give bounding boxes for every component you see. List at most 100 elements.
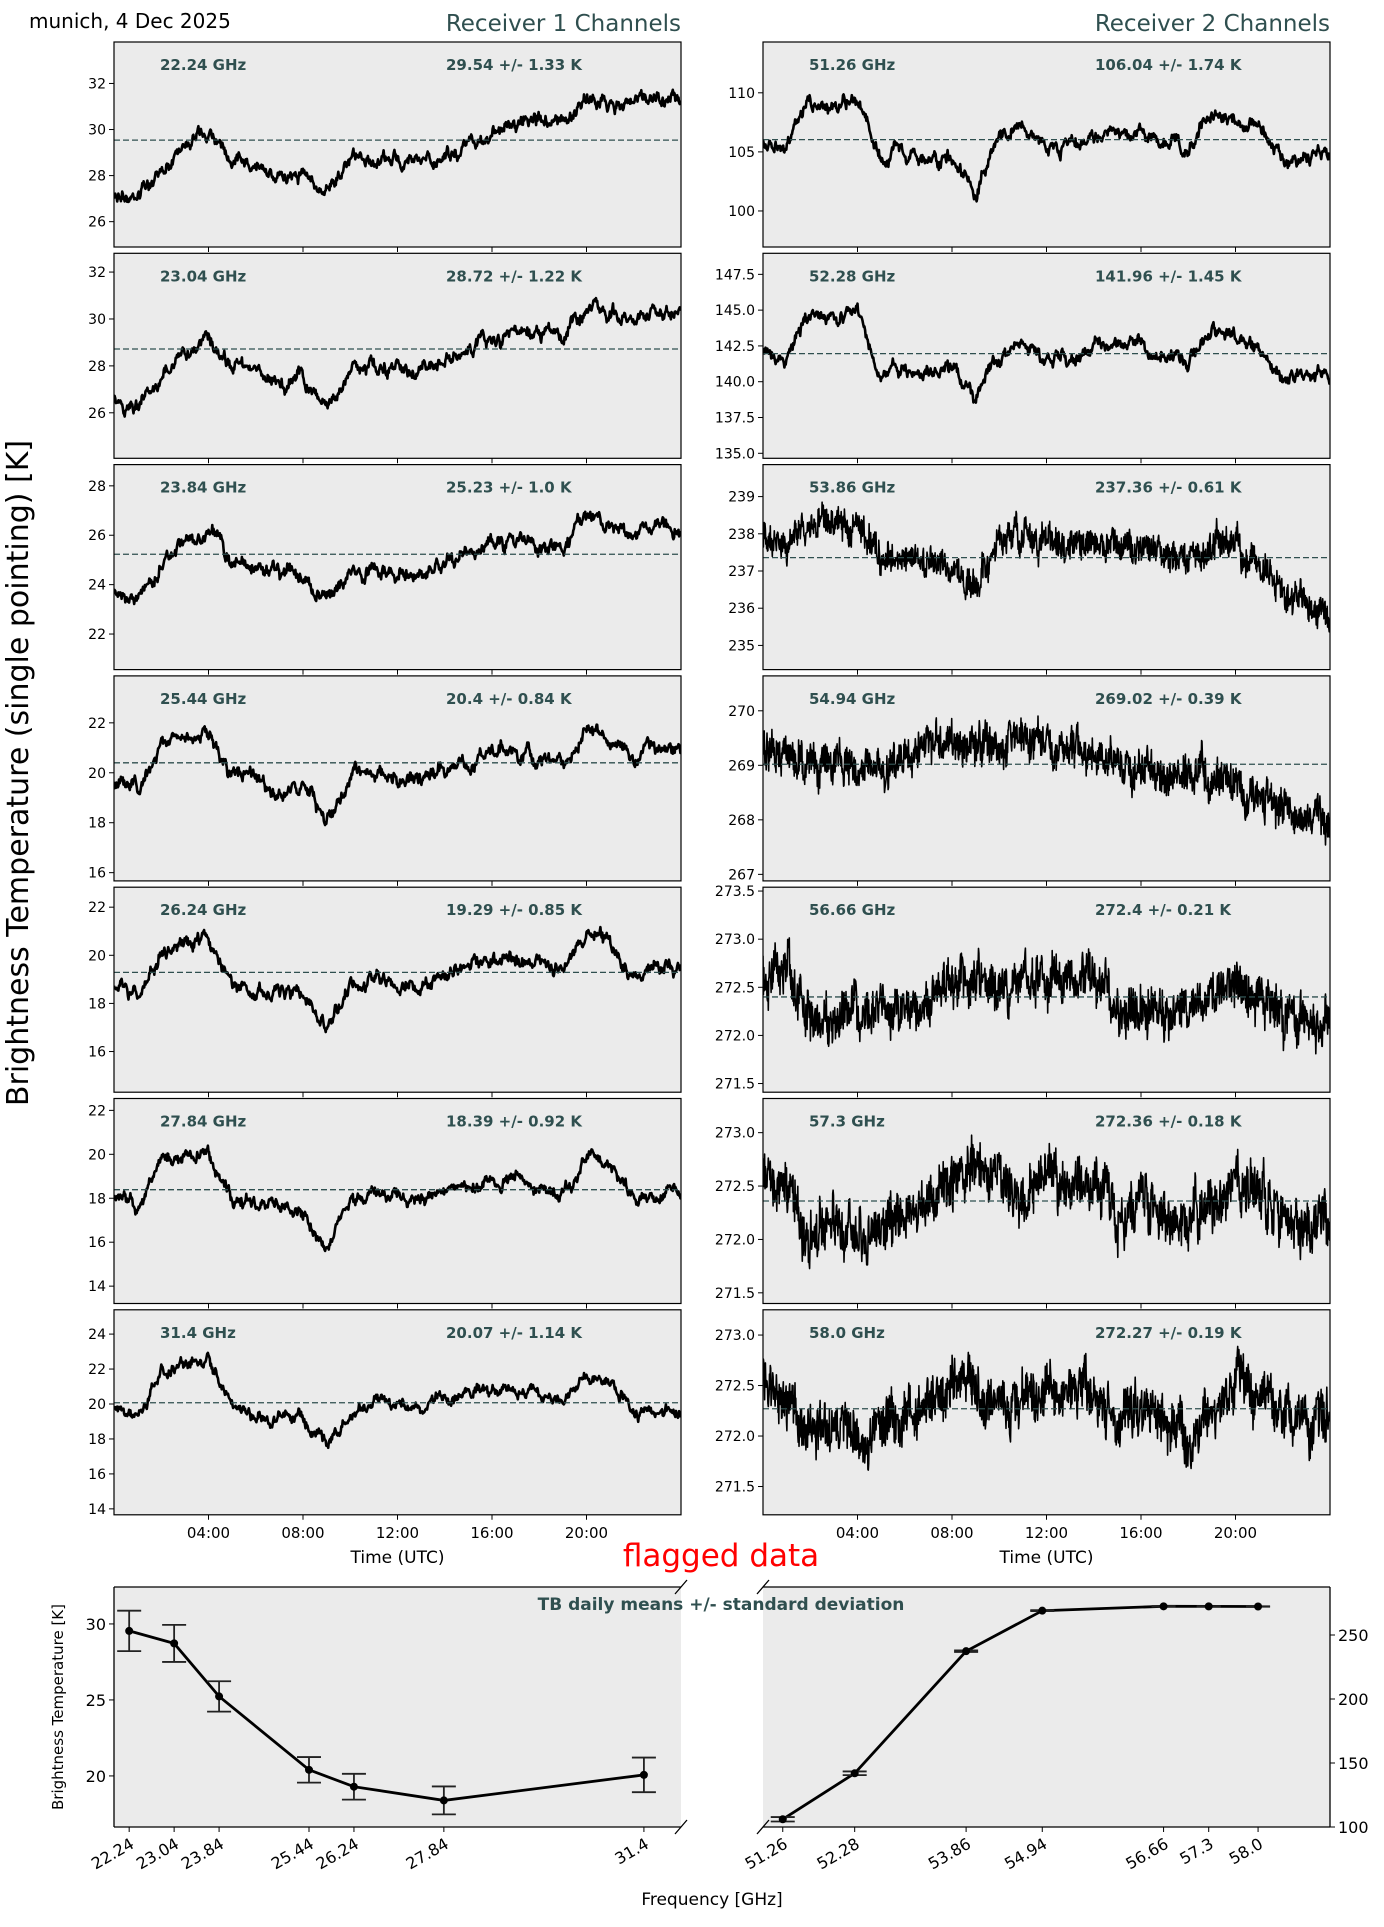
y-tick-label: 16 bbox=[88, 1467, 106, 1483]
y-tick-label: 26 bbox=[88, 215, 106, 231]
x-tick-label: 20:00 bbox=[565, 1524, 608, 1542]
y-tick-label: 30 bbox=[88, 312, 106, 328]
panel-receiver2-6: 58.0 GHz 272.27 +/- 0.19 K 271.5 272.0 272.5… bbox=[715, 1309, 1331, 1520]
errorbar-point bbox=[770, 1815, 795, 1824]
time-series-trace bbox=[114, 1144, 681, 1253]
panel-background bbox=[114, 1309, 681, 1515]
panel-receiver2-4: 56.66 GHz 272.4 +/- 0.21 K 271.5 272.0 272.5… bbox=[715, 884, 1331, 1098]
y-tick-label: 237 bbox=[728, 564, 755, 580]
x-tick-label: 57.3 bbox=[1176, 1834, 1216, 1868]
time-axis-label: Time (UTC) bbox=[999, 1548, 1094, 1568]
time-series-trace bbox=[114, 925, 681, 1034]
frequency-label: 23.04 GHz bbox=[160, 267, 247, 285]
panel-receiver2-5: 57.3 GHz 272.36 +/- 0.18 K 271.5 272.0 272.5… bbox=[715, 1097, 1331, 1309]
x-tick-label: 12:00 bbox=[1025, 1524, 1068, 1542]
summary-title: TB daily means +/- standard deviation bbox=[538, 1595, 905, 1615]
summary-xlabel: Frequency [GHz] bbox=[641, 1890, 782, 1910]
panel-background bbox=[114, 42, 681, 247]
location-date-label: munich, 4 Dec 2025 bbox=[29, 9, 231, 33]
panel-receiver1-5: 27.84 GHz 18.39 +/- 0.92 K 14 16 18 20 22 bbox=[88, 1097, 682, 1309]
time-series-trace bbox=[114, 88, 681, 204]
y-tick-label: 272.5 bbox=[715, 980, 755, 996]
frequency-label: 51.26 GHz bbox=[809, 56, 896, 74]
axis-break-mark bbox=[756, 1579, 770, 1595]
y-tick-label: 270 bbox=[728, 704, 755, 720]
frequency-label: 22.24 GHz bbox=[160, 56, 247, 74]
panel-receiver1-1: 23.04 GHz 28.72 +/- 1.22 K 26 28 30 32 bbox=[88, 252, 682, 464]
x-tick-label: 16:00 bbox=[1119, 1524, 1162, 1542]
time-series-trace bbox=[763, 501, 1330, 633]
data-point bbox=[850, 1769, 859, 1778]
y-tick-label: 273.5 bbox=[715, 884, 755, 900]
y-tick-label: 18 bbox=[88, 816, 106, 832]
x-tick-label: 27.84 bbox=[403, 1834, 452, 1873]
y-tick-label: 273.0 bbox=[715, 1126, 755, 1142]
y-tick-label: 28 bbox=[88, 479, 106, 495]
frequency-label: 25.44 GHz bbox=[160, 690, 247, 708]
y-tick-label: 272.5 bbox=[715, 1179, 755, 1195]
panel-receiver1-0: 22.24 GHz 29.54 +/- 1.33 K 26 28 30 32 bbox=[88, 41, 682, 252]
x-tick-label: 31.4 bbox=[612, 1834, 652, 1868]
time-series-trace bbox=[763, 715, 1330, 846]
receiver2-title: Receiver 2 Channels bbox=[1095, 11, 1330, 37]
global-ylabel: Brightness Temperature (single pointing)… bbox=[1, 440, 36, 1106]
errorbar-point bbox=[341, 1772, 366, 1801]
y-tick-label: 147.5 bbox=[715, 267, 755, 283]
frequency-label: 26.24 GHz bbox=[160, 901, 247, 919]
y-tick-label: 22 bbox=[88, 1362, 106, 1378]
panel-receiver1-2: 23.84 GHz 25.23 +/- 1.0 K 22 24 26 28 bbox=[88, 464, 682, 675]
x-tick-label: 16:00 bbox=[470, 1524, 513, 1542]
stats-label: 20.07 +/- 1.14 K bbox=[446, 1324, 583, 1342]
y-tick-label: 22 bbox=[88, 900, 106, 916]
data-point bbox=[1159, 1602, 1168, 1611]
y-tick-label: 271.5 bbox=[715, 1286, 755, 1302]
x-tick-label: 58.0 bbox=[1226, 1834, 1266, 1868]
summary-ylabel: Brightness Temperature [K] bbox=[49, 1604, 67, 1810]
stats-label: 28.72 +/- 1.22 K bbox=[446, 267, 583, 285]
data-point bbox=[639, 1770, 648, 1779]
y-tick-label: 24 bbox=[88, 1327, 106, 1343]
x-tick-label: 08:00 bbox=[281, 1524, 324, 1542]
y-tick-label: 235 bbox=[728, 638, 755, 654]
errorbar-point bbox=[954, 1647, 979, 1656]
panel-background bbox=[763, 42, 1330, 247]
y-tick-label: 250 bbox=[1338, 1626, 1369, 1645]
x-tick-label: 12:00 bbox=[376, 1524, 419, 1542]
y-tick-label: 135.0 bbox=[715, 446, 755, 462]
y-tick-label: 26 bbox=[88, 528, 106, 544]
frequency-label: 54.94 GHz bbox=[809, 690, 896, 708]
y-tick-label: 32 bbox=[88, 265, 106, 281]
stats-label: 269.02 +/- 0.39 K bbox=[1095, 690, 1243, 708]
y-tick-label: 16 bbox=[88, 1235, 106, 1251]
y-tick-label: 20 bbox=[88, 1147, 106, 1163]
frequency-label: 31.4 GHz bbox=[160, 1324, 236, 1342]
errorbar-point bbox=[117, 1609, 142, 1653]
y-tick-label: 14 bbox=[88, 1279, 106, 1295]
panel-receiver1-6: 31.4 GHz 20.07 +/- 1.14 K 14 16 18 20 22 24 bbox=[88, 1309, 682, 1520]
y-tick-label: 22 bbox=[88, 716, 106, 732]
panel-background bbox=[114, 1098, 681, 1304]
y-tick-label: 272.5 bbox=[715, 1379, 755, 1395]
x-tick-label: 22.24 bbox=[88, 1834, 137, 1873]
time-series-trace bbox=[763, 93, 1330, 203]
panel-background bbox=[763, 1309, 1330, 1515]
y-tick-label: 26 bbox=[88, 406, 106, 422]
summary-right-background bbox=[763, 1587, 1330, 1827]
x-tick-label: 08:00 bbox=[930, 1524, 973, 1542]
x-tick-label: 54.94 bbox=[1001, 1834, 1050, 1873]
data-point bbox=[349, 1782, 358, 1791]
y-tick-label: 22 bbox=[88, 627, 106, 643]
y-tick-label: 28 bbox=[88, 169, 106, 185]
stats-label: 20.4 +/- 0.84 K bbox=[446, 690, 573, 708]
axis-break-mark bbox=[674, 1579, 688, 1595]
errorbar-point bbox=[631, 1756, 656, 1794]
data-point bbox=[304, 1765, 313, 1774]
panel-background bbox=[114, 464, 681, 670]
y-tick-label: 16 bbox=[88, 1045, 106, 1061]
errorbar-point bbox=[162, 1623, 187, 1663]
y-tick-label: 267 bbox=[728, 867, 755, 883]
frequency-label: 58.0 GHz bbox=[809, 1324, 885, 1342]
panel-receiver1-4: 26.24 GHz 19.29 +/- 0.85 K 16 18 20 22 bbox=[88, 886, 682, 1098]
y-tick-label: 272.0 bbox=[715, 1429, 755, 1445]
